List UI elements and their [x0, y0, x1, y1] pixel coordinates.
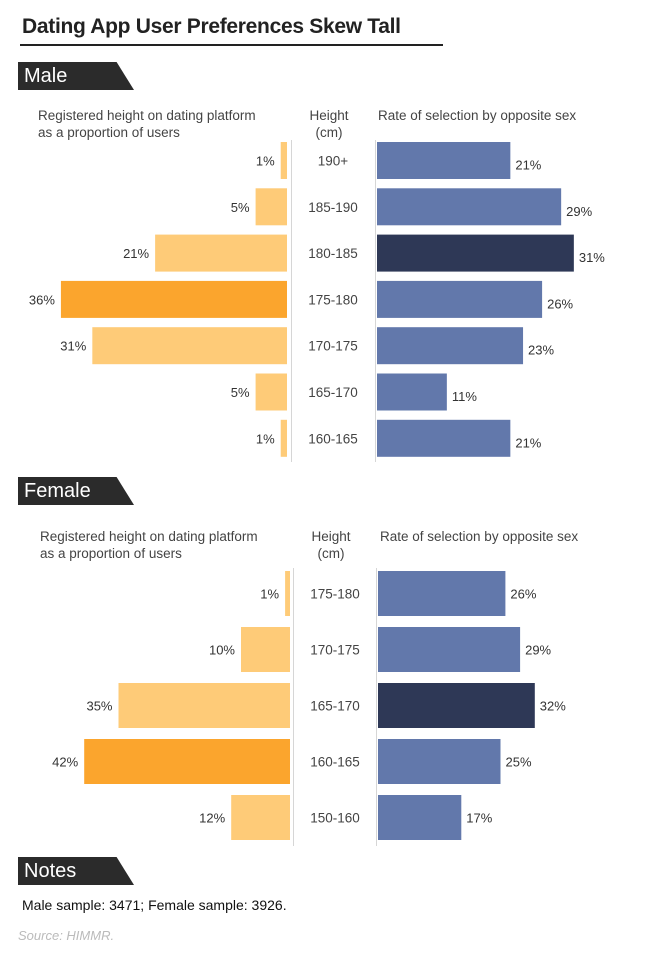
female-right-header: Rate of selection by opposite sex	[380, 529, 579, 544]
male-proportion-label: 36%	[29, 292, 55, 307]
male-selection-label: 26%	[547, 296, 573, 311]
male-selection-label: 23%	[528, 343, 554, 358]
male-right-header: Rate of selection by opposite sex	[378, 108, 577, 123]
male-left-header: Registered height on dating platform as …	[38, 107, 256, 141]
female-selection-label: 17%	[466, 811, 492, 826]
female-height-label: 150-160	[310, 811, 360, 826]
female-selection-label: 32%	[540, 699, 566, 714]
male-proportion-bar	[280, 419, 287, 457]
male-left-divider	[291, 140, 292, 462]
male-selection-bar	[377, 327, 524, 365]
male-center-header-line1: Height	[309, 108, 349, 123]
female-height-label: 175-180	[310, 587, 360, 602]
female-selection-bar	[378, 739, 501, 784]
female-left-header-line1: Registered height on dating platform	[40, 529, 258, 544]
male-proportion-label: 1%	[256, 431, 275, 446]
male-height-label: 160-165	[308, 431, 358, 446]
male-proportion-label: 5%	[231, 385, 250, 400]
male-height-label: 165-170	[308, 385, 358, 400]
male-proportion-bar	[60, 280, 287, 318]
male-center-header-line2: (cm)	[315, 125, 343, 140]
female-center-header-line1: Height	[311, 529, 351, 544]
male-selection-bar	[377, 188, 562, 226]
male-selection-label: 31%	[579, 250, 605, 265]
male-height-label: 190+	[318, 154, 349, 169]
male-selection-label: 21%	[515, 435, 541, 450]
male-selection-label: 29%	[566, 204, 592, 219]
female-selection-label: 25%	[506, 755, 532, 770]
female-height-label: 160-165	[310, 755, 360, 770]
title-underline	[20, 44, 443, 46]
male-proportion-bar	[280, 142, 287, 179]
female-center-header: Height (cm)	[291, 528, 371, 562]
male-selection-label: 11%	[452, 389, 477, 404]
female-selection-bar	[378, 683, 535, 728]
female-left-divider	[293, 568, 294, 846]
female-proportion-bar	[285, 571, 290, 616]
female-center-header-line2: (cm)	[317, 546, 345, 561]
chart-title: Dating App User Preferences Skew Tall	[22, 15, 401, 38]
female-selection-label: 26%	[510, 587, 536, 602]
male-proportion-label: 5%	[231, 200, 250, 215]
male-right-divider	[375, 140, 376, 462]
female-height-label: 165-170	[310, 699, 360, 714]
male-proportion-label: 21%	[123, 246, 149, 261]
male-proportion-label: 31%	[60, 339, 86, 354]
male-proportion-bar	[255, 373, 287, 411]
notes-text: Male sample: 3471; Female sample: 3926.	[22, 897, 287, 913]
male-height-label: 175-180	[308, 292, 358, 307]
female-right-divider	[376, 568, 377, 846]
female-proportion-bar	[241, 627, 290, 672]
section-tab-male: Male	[18, 62, 134, 90]
female-proportion-label: 12%	[199, 811, 225, 826]
male-left-header-line1: Registered height on dating platform	[38, 108, 256, 123]
male-selection-label: 21%	[515, 158, 541, 173]
female-left-header: Registered height on dating platform as …	[40, 528, 258, 562]
female-selection-bar	[378, 627, 521, 672]
female-proportion-bar	[118, 683, 290, 728]
male-selection-bar	[377, 234, 574, 272]
male-center-header: Height (cm)	[289, 107, 369, 141]
male-height-label: 180-185	[308, 246, 358, 261]
male-selection-bar	[377, 280, 543, 318]
male-height-label: 170-175	[308, 339, 358, 354]
female-proportion-label: 10%	[209, 643, 235, 658]
source-text: Source: HIMMR.	[18, 928, 115, 943]
female-selection-label: 29%	[525, 643, 551, 658]
section-tab-notes: Notes	[18, 857, 134, 885]
male-height-label: 185-190	[308, 200, 358, 215]
male-left-header-line2: as a proportion of users	[38, 125, 180, 140]
female-left-header-line2: as a proportion of users	[40, 546, 182, 561]
female-selection-bar	[378, 571, 506, 616]
female-proportion-label: 42%	[52, 755, 78, 770]
male-selection-bar	[377, 419, 511, 457]
male-proportion-bar	[255, 188, 287, 226]
female-height-label: 170-175	[310, 643, 360, 658]
male-selection-bar	[377, 142, 511, 179]
female-selection-bar	[378, 795, 462, 840]
female-proportion-label: 1%	[260, 587, 279, 602]
male-proportion-label: 1%	[256, 154, 275, 169]
female-proportion-bar	[84, 739, 290, 784]
male-selection-bar	[377, 373, 447, 411]
female-chart: 1% 175-180 26% 10% 170-175 29% 35% 165-170 32% 42…	[52, 571, 566, 840]
male-chart: 1% 190+ 21% 5% 185-190 29% 21% 180-185 31% 36% 175…	[29, 142, 605, 457]
female-proportion-label: 35%	[86, 699, 112, 714]
section-tab-female: Female	[18, 477, 134, 505]
female-proportion-bar	[231, 795, 290, 840]
male-proportion-bar	[92, 327, 287, 365]
male-proportion-bar	[155, 234, 287, 272]
